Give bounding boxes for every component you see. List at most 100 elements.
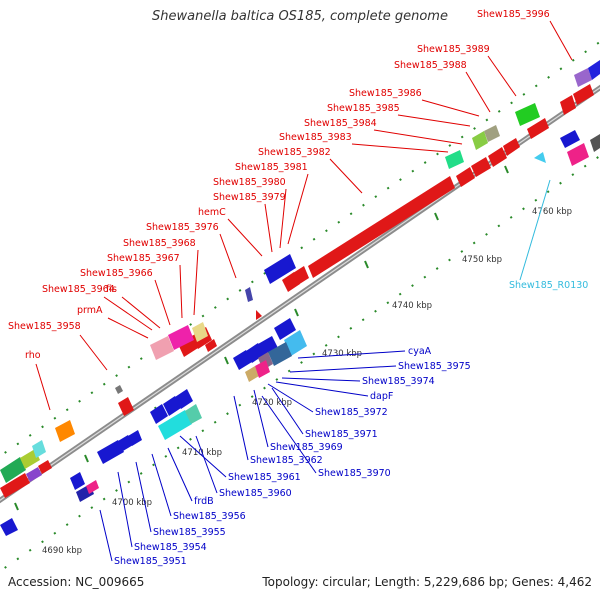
gene-feature[interactable] (574, 68, 592, 87)
gene-label[interactable]: rho (25, 350, 41, 361)
gene-label[interactable]: Shew185_3996 (477, 9, 550, 20)
gene-feature[interactable] (185, 404, 202, 424)
gene-feature[interactable] (268, 342, 292, 366)
callout-line (289, 365, 397, 373)
gene-label[interactable]: Shew185_3983 (279, 132, 352, 143)
gene-feature[interactable] (472, 131, 488, 150)
gene-label[interactable]: Shew185_3964 (42, 284, 115, 295)
gene-feature[interactable] (256, 310, 262, 320)
gene-feature[interactable] (0, 473, 30, 498)
gene-feature[interactable] (258, 336, 278, 356)
gene-feature[interactable] (158, 410, 192, 440)
callout-line (79, 334, 108, 371)
gene-feature[interactable] (0, 518, 18, 536)
gene-feature[interactable] (192, 322, 208, 342)
gene-feature[interactable] (590, 134, 600, 152)
gene-label[interactable]: Shew185_3961 (228, 472, 301, 483)
gene-feature[interactable] (32, 440, 46, 458)
gene-feature[interactable] (26, 467, 42, 482)
gene-label[interactable]: Shew185_3982 (258, 147, 331, 158)
gene-feature[interactable] (573, 84, 594, 105)
gene-label[interactable]: Shew185_3980 (213, 177, 286, 188)
gene-labels-bottom: cyaA Shew185_3975 Shew185_3974 dapF Shew185_… (99, 346, 471, 567)
gene-label[interactable]: Shew185_3968 (123, 238, 196, 249)
gene-feature[interactable] (293, 266, 309, 285)
gene-label[interactable]: Shew185_3971 (305, 429, 378, 440)
gene-feature[interactable] (233, 350, 252, 370)
gene-feature[interactable] (168, 325, 194, 350)
gene-label[interactable]: dapF (370, 391, 393, 402)
gene-label[interactable]: cyaA (408, 346, 432, 357)
gene-feature[interactable] (70, 472, 85, 490)
gene-label[interactable]: Shew185_3989 (417, 44, 490, 55)
gene-feature[interactable] (527, 118, 549, 139)
gene-feature[interactable] (560, 95, 576, 115)
gene-feature[interactable] (205, 339, 217, 352)
gene-feature[interactable] (284, 330, 307, 356)
gene-feature[interactable] (456, 167, 475, 187)
gene-feature[interactable] (163, 396, 181, 416)
gene-feature[interactable] (515, 103, 540, 126)
gene-feature[interactable] (150, 404, 168, 424)
gene-label[interactable]: Shew185_3955 (153, 527, 226, 538)
tick-label: 4730 kbp (322, 349, 362, 359)
gene-label[interactable]: frdB (194, 496, 214, 507)
rna-feature[interactable] (534, 152, 546, 163)
gene-label[interactable]: Shew185_3970 (318, 468, 391, 479)
gene-feature[interactable] (245, 287, 253, 302)
gene-feature[interactable] (308, 176, 455, 278)
callout-line (103, 296, 153, 331)
gene-feature[interactable] (274, 318, 296, 340)
gene-feature[interactable] (86, 480, 99, 494)
gene-label[interactable]: Shew185_3951 (114, 556, 187, 567)
gene-label[interactable]: Shew185_3954 (134, 542, 207, 553)
gene-label[interactable]: fis (106, 284, 117, 295)
gene-feature[interactable] (115, 385, 123, 394)
gene-label[interactable]: Shew185_3960 (219, 488, 292, 499)
gene-label[interactable]: Shew185_3956 (173, 511, 246, 522)
gene-feature[interactable] (55, 420, 75, 442)
gene-label[interactable]: Shew185_3969 (270, 442, 343, 453)
gene-feature[interactable] (484, 125, 500, 142)
gene-feature[interactable] (0, 457, 26, 483)
gene-feature[interactable] (488, 147, 507, 167)
tick-mark (294, 308, 299, 317)
gene-label[interactable]: Shew185_3979 (213, 192, 286, 203)
gene-label[interactable]: hemC (198, 207, 226, 218)
gene-feature[interactable] (245, 366, 259, 382)
gene-label[interactable]: Shew185_3986 (349, 88, 422, 99)
gene-label[interactable]: Shew185_3985 (327, 103, 400, 114)
gene-feature[interactable] (150, 336, 174, 360)
gene-feature[interactable] (264, 254, 296, 284)
gene-feature[interactable] (445, 150, 464, 169)
tick-mark (84, 454, 89, 463)
gene-feature[interactable] (560, 130, 580, 148)
gene-feature[interactable] (567, 143, 589, 166)
gene-feature[interactable] (503, 138, 520, 156)
gene-label[interactable]: Shew185_3981 (235, 162, 308, 173)
gene-label[interactable]: Shew185_3962 (250, 455, 323, 466)
gene-feature[interactable] (471, 157, 491, 177)
gene-label[interactable]: Shew185_3974 (362, 376, 435, 387)
gene-label[interactable]: Shew185_3958 (8, 321, 81, 332)
gene-label[interactable]: Shew185_3972 (315, 407, 388, 418)
gene-label[interactable]: Shew185_3988 (394, 60, 467, 71)
gene-feature[interactable] (588, 60, 600, 80)
gene-label[interactable]: Shew185_3976 (146, 222, 219, 233)
gene-label[interactable]: Shew185_3967 (107, 253, 180, 264)
rna-label[interactable]: Shew185_R0130 (509, 280, 588, 291)
gene-feature[interactable] (175, 389, 193, 409)
gene-feature[interactable] (255, 360, 270, 378)
callout-line (195, 435, 218, 494)
callout-line (135, 461, 152, 533)
gene-label[interactable]: Shew185_3975 (398, 361, 471, 372)
gene-feature[interactable] (97, 440, 124, 464)
gene-feature[interactable] (128, 430, 142, 446)
gene-feature[interactable] (38, 460, 52, 474)
callout-line (487, 55, 517, 97)
gene-feature[interactable] (118, 397, 134, 416)
gene-label[interactable]: prmA (77, 305, 103, 316)
features-bottom (0, 130, 600, 536)
gene-label[interactable]: Shew185_3984 (304, 118, 377, 129)
gene-label[interactable]: Shew185_3966 (80, 268, 153, 279)
